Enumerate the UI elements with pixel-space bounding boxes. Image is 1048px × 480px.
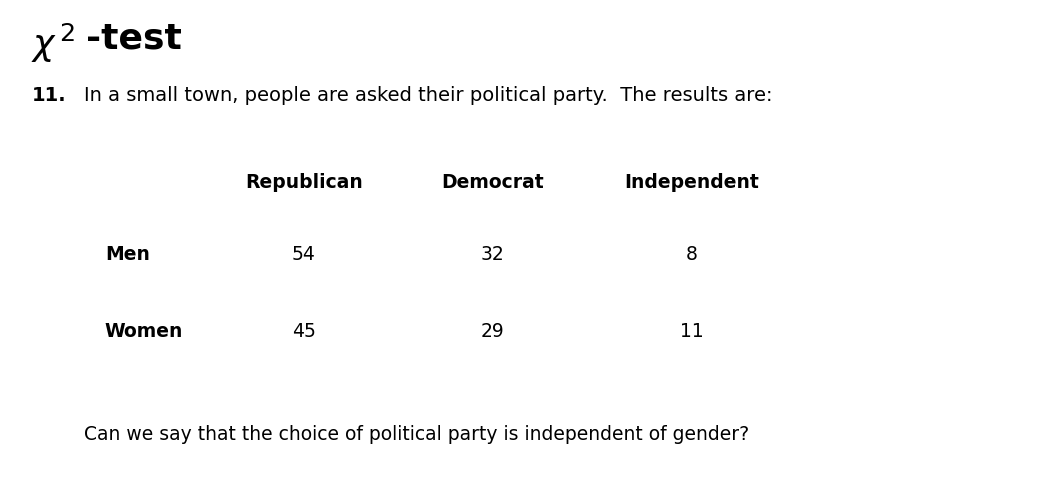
Text: Republican: Republican (245, 173, 363, 192)
Text: 54: 54 (292, 245, 315, 264)
Text: Independent: Independent (625, 173, 759, 192)
Text: -test: -test (86, 22, 181, 56)
Text: Women: Women (105, 322, 183, 341)
Text: In a small town, people are asked their political party.  The results are:: In a small town, people are asked their … (84, 86, 772, 106)
Text: 32: 32 (481, 245, 504, 264)
Text: 11: 11 (680, 322, 703, 341)
Text: 29: 29 (481, 322, 504, 341)
Text: $\chi^{\,2}$: $\chi^{\,2}$ (31, 22, 75, 65)
Text: Men: Men (105, 245, 150, 264)
Text: Can we say that the choice of political party is independent of gender?: Can we say that the choice of political … (84, 425, 749, 444)
Text: 11.: 11. (31, 86, 66, 106)
Text: 45: 45 (292, 322, 315, 341)
Text: 8: 8 (685, 245, 698, 264)
Text: Democrat: Democrat (441, 173, 544, 192)
